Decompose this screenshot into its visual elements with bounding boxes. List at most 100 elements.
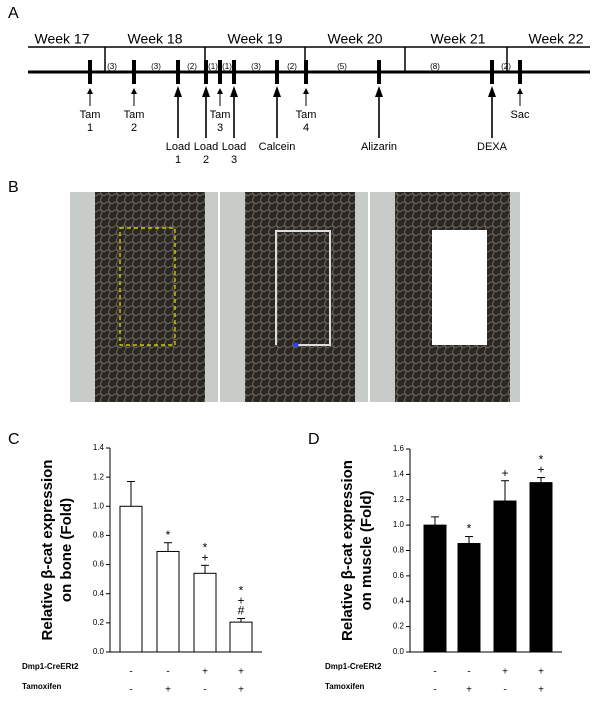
y-tick-label: 0.2 (93, 618, 105, 627)
event-marker (176, 60, 180, 84)
y-tick-label: 0.6 (93, 560, 105, 569)
condition-sign: + (538, 667, 544, 678)
week-label: Week 17 (35, 31, 90, 47)
significance-mark: + (537, 463, 544, 477)
y-tick-label: 1.4 (393, 469, 405, 478)
significance-mark: * (239, 584, 244, 598)
arrow-head (202, 86, 210, 97)
y-tick-label: 1.2 (393, 495, 405, 504)
condition-sign: + (502, 667, 508, 678)
y-tick-label: 0.2 (393, 622, 405, 631)
event-label: DEXA (477, 141, 508, 153)
significance-mark: # (238, 604, 245, 618)
y-tick-label: 0.0 (93, 647, 105, 656)
event-label: Tam (296, 109, 317, 121)
event-label: 3 (231, 154, 237, 166)
bar (193, 572, 217, 653)
condition-sign: + (238, 667, 244, 678)
condition-label: Tamoxifen (22, 682, 62, 691)
interval-label: (8) (430, 62, 440, 71)
week-label: Week 20 (328, 31, 383, 47)
bar (119, 505, 143, 653)
y-tick-label: 1.0 (393, 520, 405, 529)
event-marker (232, 60, 236, 84)
week-label: Week 18 (128, 31, 183, 47)
interval-label: (2) (287, 62, 297, 71)
event-marker (377, 60, 381, 84)
bar (529, 482, 553, 653)
event-label: Load (166, 141, 190, 153)
micrographs (70, 192, 520, 402)
arrow-head (303, 88, 309, 94)
y-tick-label: 0.8 (93, 531, 105, 540)
interval-label: (5) (337, 62, 347, 71)
bar (457, 543, 481, 653)
condition-label: Dmp1-CreERt2 (325, 662, 382, 671)
arrow-head (517, 88, 523, 94)
interval-label: (3) (107, 62, 117, 71)
condition-label: Tamoxifen (325, 682, 365, 691)
ablated-area (432, 230, 487, 345)
arrow-head (131, 88, 137, 94)
condition-sign: + (538, 685, 544, 696)
event-label: Load (194, 141, 218, 153)
week-label: Week 19 (228, 31, 283, 47)
condition-label: Dmp1-CreERt2 (22, 662, 79, 671)
y-tick-label: 0.6 (393, 571, 405, 580)
event-marker (218, 60, 222, 84)
y-tick-label: 1.0 (93, 501, 105, 510)
interval-label: (3) (251, 62, 261, 71)
condition-sign: - (166, 667, 169, 678)
interval-label: (2) (187, 62, 197, 71)
y-tick-label: 0.0 (393, 647, 405, 656)
event-label: Alizarin (361, 141, 397, 153)
y-tick-label: 0.4 (393, 596, 405, 605)
significance-mark: + (201, 550, 208, 564)
panel-label: A (8, 5, 19, 22)
event-label: 2 (131, 122, 137, 134)
event-label: Sac (511, 109, 530, 121)
arrow-head (488, 86, 496, 97)
y-axis-label: Relative β-cat expression (339, 460, 356, 641)
event-marker (304, 60, 308, 84)
event-label: 3 (217, 122, 223, 134)
event-label: 1 (87, 122, 93, 134)
interval-label: (3) (151, 62, 161, 71)
interval-label: (1) (208, 62, 218, 71)
arrow-head (87, 88, 93, 94)
event-marker (490, 60, 494, 84)
arrow-head (217, 88, 223, 94)
laser-spot (293, 342, 299, 348)
event-label: Tam (210, 109, 231, 121)
condition-sign: - (433, 685, 436, 696)
condition-sign: - (503, 685, 506, 696)
condition-sign: - (129, 685, 132, 696)
event-marker (518, 60, 522, 84)
event-label: 2 (203, 154, 209, 166)
significance-mark: * (467, 522, 472, 536)
event-marker (132, 60, 136, 84)
y-axis-label: on bone (Fold) (58, 498, 75, 602)
condition-sign: - (129, 667, 132, 678)
bar (423, 524, 447, 653)
bone-texture (245, 192, 355, 402)
condition-sign: + (202, 667, 208, 678)
event-label: Tam (124, 109, 145, 121)
week-label: Week 22 (529, 31, 584, 47)
arrow-head (174, 86, 182, 97)
week-label: Week 21 (431, 31, 486, 47)
event-label: 4 (303, 122, 309, 134)
panel-label: D (308, 431, 320, 448)
event-label: Tam (80, 109, 101, 121)
event-marker (275, 60, 279, 84)
bar (229, 621, 253, 653)
condition-sign: + (466, 685, 472, 696)
significance-mark: + (237, 594, 244, 608)
y-tick-label: 0.8 (393, 546, 405, 555)
condition-sign: + (165, 685, 171, 696)
y-axis-label: on muscle (Fold) (358, 490, 375, 610)
event-marker (204, 60, 208, 84)
bar (156, 550, 180, 653)
event-label: Load (222, 141, 246, 153)
